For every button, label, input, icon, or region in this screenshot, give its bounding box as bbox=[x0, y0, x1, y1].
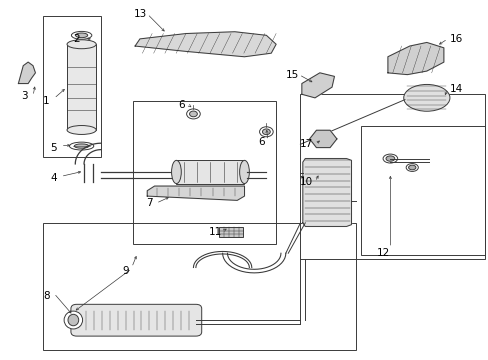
Text: 16: 16 bbox=[448, 34, 462, 44]
Ellipse shape bbox=[171, 160, 181, 184]
Text: 6: 6 bbox=[258, 138, 264, 148]
Ellipse shape bbox=[67, 126, 96, 134]
Text: 12: 12 bbox=[376, 248, 389, 258]
Text: 6: 6 bbox=[178, 100, 184, 110]
Polygon shape bbox=[302, 158, 351, 226]
Ellipse shape bbox=[67, 40, 96, 49]
Text: 7: 7 bbox=[146, 198, 153, 208]
Text: 14: 14 bbox=[448, 84, 462, 94]
Ellipse shape bbox=[262, 129, 270, 135]
Ellipse shape bbox=[408, 165, 415, 170]
Ellipse shape bbox=[259, 127, 273, 137]
Ellipse shape bbox=[186, 109, 200, 119]
Ellipse shape bbox=[69, 142, 94, 150]
Text: 5: 5 bbox=[50, 143, 57, 153]
Polygon shape bbox=[387, 42, 443, 75]
Ellipse shape bbox=[403, 85, 449, 111]
Bar bbox=[300, 94, 484, 258]
Ellipse shape bbox=[64, 311, 82, 329]
Ellipse shape bbox=[239, 160, 249, 184]
Text: 2: 2 bbox=[73, 34, 80, 44]
Text: 11: 11 bbox=[208, 227, 222, 237]
Polygon shape bbox=[19, 62, 35, 84]
Bar bbox=[42, 16, 101, 157]
Text: 8: 8 bbox=[43, 291, 49, 301]
Ellipse shape bbox=[385, 156, 394, 161]
Bar bbox=[176, 160, 244, 184]
Ellipse shape bbox=[71, 31, 92, 39]
Text: 1: 1 bbox=[43, 96, 49, 107]
Text: 17: 17 bbox=[300, 139, 313, 149]
Polygon shape bbox=[301, 73, 334, 98]
Bar bbox=[219, 227, 242, 237]
Bar bbox=[361, 126, 484, 255]
Text: 10: 10 bbox=[300, 177, 313, 187]
Text: 3: 3 bbox=[21, 91, 28, 101]
Text: 15: 15 bbox=[285, 69, 298, 80]
Polygon shape bbox=[309, 130, 336, 148]
Bar bbox=[132, 102, 276, 244]
Text: 13: 13 bbox=[133, 9, 146, 19]
Ellipse shape bbox=[406, 163, 417, 171]
Polygon shape bbox=[147, 186, 244, 201]
Ellipse shape bbox=[74, 144, 89, 148]
Text: 9: 9 bbox=[122, 266, 128, 276]
Bar bbox=[67, 44, 96, 130]
Polygon shape bbox=[135, 32, 276, 57]
Text: 4: 4 bbox=[50, 173, 57, 183]
Ellipse shape bbox=[382, 154, 397, 163]
Bar bbox=[42, 223, 356, 350]
Ellipse shape bbox=[75, 33, 87, 38]
Ellipse shape bbox=[189, 111, 197, 117]
FancyBboxPatch shape bbox=[71, 304, 201, 336]
Ellipse shape bbox=[68, 314, 79, 326]
